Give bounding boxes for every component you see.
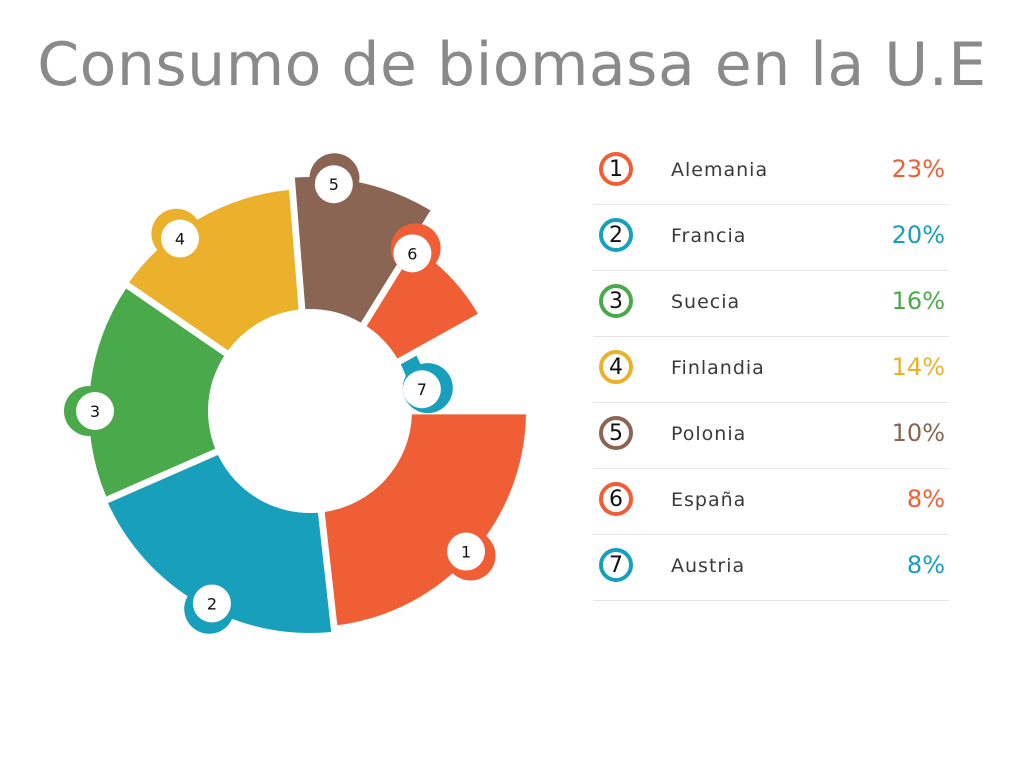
legend-number-badge: 1 [599,152,633,186]
slice-number-badge-7: 7 [402,363,453,414]
slice-number-badge-1: 1 [445,530,496,581]
slice-number-badge-3: 3 [64,386,114,436]
slice-number-badge-5: 5 [309,153,360,204]
slice-number-label: 5 [329,175,339,194]
legend-country-label: Austria [671,555,746,577]
legend-number-badge: 2 [599,218,633,252]
donut-slice-alemania [324,414,526,626]
slice-number-badge-6: 6 [390,223,441,274]
legend-percentage-value: 23% [891,155,945,183]
legend-country-label: Finlandia [671,357,765,379]
legend-number-badge: 5 [599,416,633,450]
legend-percentage-value: 16% [891,287,945,315]
legend-row: 6 España 8% [593,469,949,535]
legend-row: 4 Finlandia 14% [593,337,949,403]
legend-number-badge: 7 [599,548,633,582]
legend-number-badge: 3 [599,284,633,318]
donut-chart: 1 2 3 4 5 6 7 [64,153,526,634]
legend-percentage-value: 14% [891,353,945,381]
legend-number-badge: 6 [599,482,633,516]
slice-number-label: 2 [207,594,217,613]
legend-row: 7 Austria 8% [593,535,949,601]
legend-country-label: Alemania [671,159,769,181]
legend-row: 2 Francia 20% [593,205,949,271]
legend-percentage-value: 20% [891,221,945,249]
donut-slice-españa [366,247,478,359]
donut-slice-francia [108,454,332,634]
slice-number-label: 7 [417,380,427,399]
legend-percentage-value: 8% [906,551,945,579]
legend-row: 1 Alemania 23% [593,139,949,205]
slice-number-badge-4: 4 [151,208,202,259]
chart-title: Consumo de biomasa en la U.E [37,30,987,100]
legend-country-label: Polonia [671,423,747,445]
donut-slice-finlandia [129,189,299,351]
legend-country-label: España [671,489,747,511]
legend-country-label: Francia [671,225,747,247]
donut-slice-polonia [294,177,431,323]
slice-number-label: 6 [407,244,417,263]
legend-number-badge: 4 [599,350,633,384]
donut-slice-suecia [89,288,225,497]
slice-number-label: 1 [461,543,471,562]
slice-number-label: 3 [90,402,100,421]
legend: 1 Alemania 23% 2 Francia 20% 3 Suecia 16% 4 Finlan… [593,139,949,601]
legend-percentage-value: 8% [906,485,945,513]
slice-number-badge-2: 2 [184,583,235,634]
legend-row: 5 Polonia 10% [593,403,949,469]
slice-number-label: 4 [175,229,185,248]
legend-country-label: Suecia [671,291,741,313]
legend-percentage-value: 10% [891,419,945,447]
legend-row: 3 Suecia 16% [593,271,949,337]
